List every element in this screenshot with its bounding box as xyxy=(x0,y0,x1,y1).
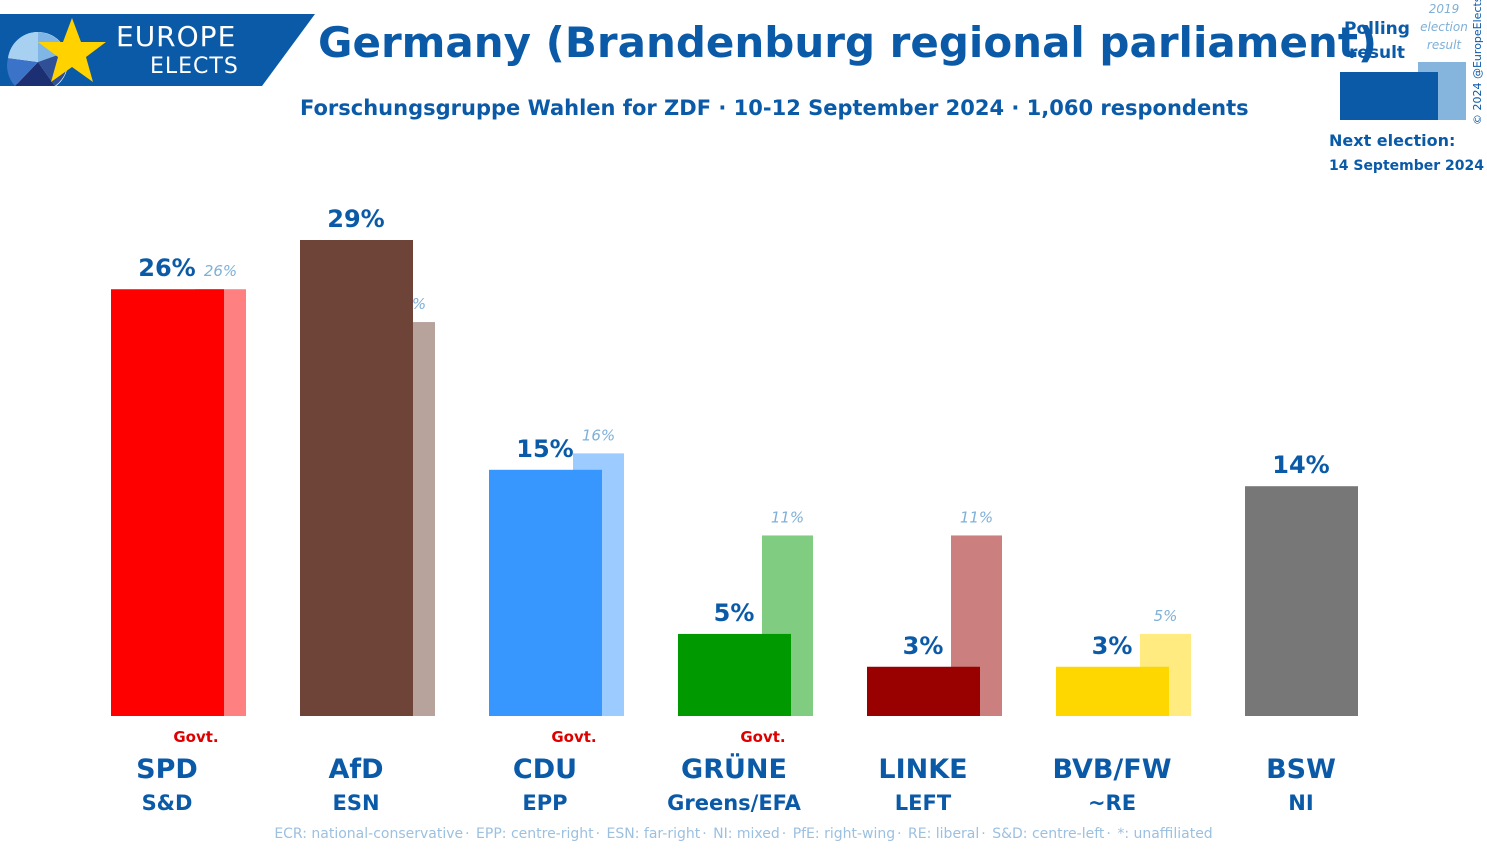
footer-item: NI: mixed xyxy=(713,826,780,842)
next-election-date: 14 September 2024 xyxy=(1329,158,1484,174)
legend-polling-label: Polling result xyxy=(1344,19,1410,63)
poll-value-label: 15% xyxy=(516,435,573,463)
party-name-label: SPD xyxy=(136,754,198,785)
poll-value-label: 5% xyxy=(714,599,755,627)
logo-line-2: ELECTS xyxy=(150,54,239,79)
party-group-label: LEFT xyxy=(895,791,952,815)
previous-value-label: 26% xyxy=(204,262,237,280)
poll-value-label: 14% xyxy=(1272,451,1329,479)
party-group-label: Greens/EFA xyxy=(667,791,801,815)
legend xyxy=(1340,62,1466,120)
party-group-label: ESN xyxy=(332,791,379,815)
poll-bar xyxy=(1245,486,1358,716)
star-icon xyxy=(38,18,106,82)
footer-item: RE: liberal xyxy=(908,826,980,842)
poll-value-label: 3% xyxy=(903,632,944,660)
party-name-label: AfD xyxy=(328,754,383,785)
poll-value-label: 29% xyxy=(327,205,384,233)
party-group-label: NI xyxy=(1288,791,1313,815)
party-name-label: LINKE xyxy=(878,754,967,785)
govt-label: Govt. xyxy=(740,728,785,746)
party-name-label: BSW xyxy=(1266,754,1336,785)
party-name-label: BVB/FW xyxy=(1052,754,1171,785)
footer-item: ESN: far-right xyxy=(606,826,701,842)
footer-item: EPP: centre-right xyxy=(476,826,594,842)
next-election-label: Next election: xyxy=(1329,131,1456,150)
poll-bar xyxy=(111,289,224,716)
legend-previous-label: 2019 election result xyxy=(1420,2,1468,52)
poll-value-label: 3% xyxy=(1092,632,1133,660)
previous-value-label: 16% xyxy=(582,426,615,444)
party-group-label: EPP xyxy=(522,791,567,815)
poll-value-label: 26% xyxy=(138,254,195,282)
logo-line-1: EUROPE xyxy=(116,20,237,53)
poll-bar xyxy=(300,240,413,716)
chart-title: Germany (Brandenburg regional parliament… xyxy=(318,18,1378,67)
party-group-label: ~RE xyxy=(1088,791,1136,815)
previous-value-label: 11% xyxy=(771,508,804,526)
previous-value-label: 5% xyxy=(1154,607,1178,625)
previous-value-label: 11% xyxy=(960,508,993,526)
europe-elects-logo xyxy=(0,14,315,86)
poll-bar xyxy=(867,666,980,716)
poll-bar xyxy=(1056,666,1169,716)
footer-item: *: unaffiliated xyxy=(1117,826,1213,842)
poll-bar xyxy=(678,633,791,716)
footer-item: ECR: national-conservative xyxy=(274,826,464,842)
footer-item: S&D: centre-left xyxy=(992,826,1105,842)
govt-label: Govt. xyxy=(173,728,218,746)
chart-subtitle: Forschungsgruppe Wahlen for ZDF · 10-12 … xyxy=(300,96,1249,120)
legend-polling-swatch xyxy=(1340,72,1438,120)
footer-legend: ECR: national-conservative · EPP: centre-… xyxy=(274,826,1213,842)
party-name-label: CDU xyxy=(513,754,577,785)
govt-label: Govt. xyxy=(551,728,596,746)
party-group-label: S&D xyxy=(142,791,193,815)
party-name-label: GRÜNE xyxy=(681,752,787,785)
footer-item: PfE: right-wing xyxy=(792,826,896,842)
poll-bar xyxy=(489,469,602,716)
